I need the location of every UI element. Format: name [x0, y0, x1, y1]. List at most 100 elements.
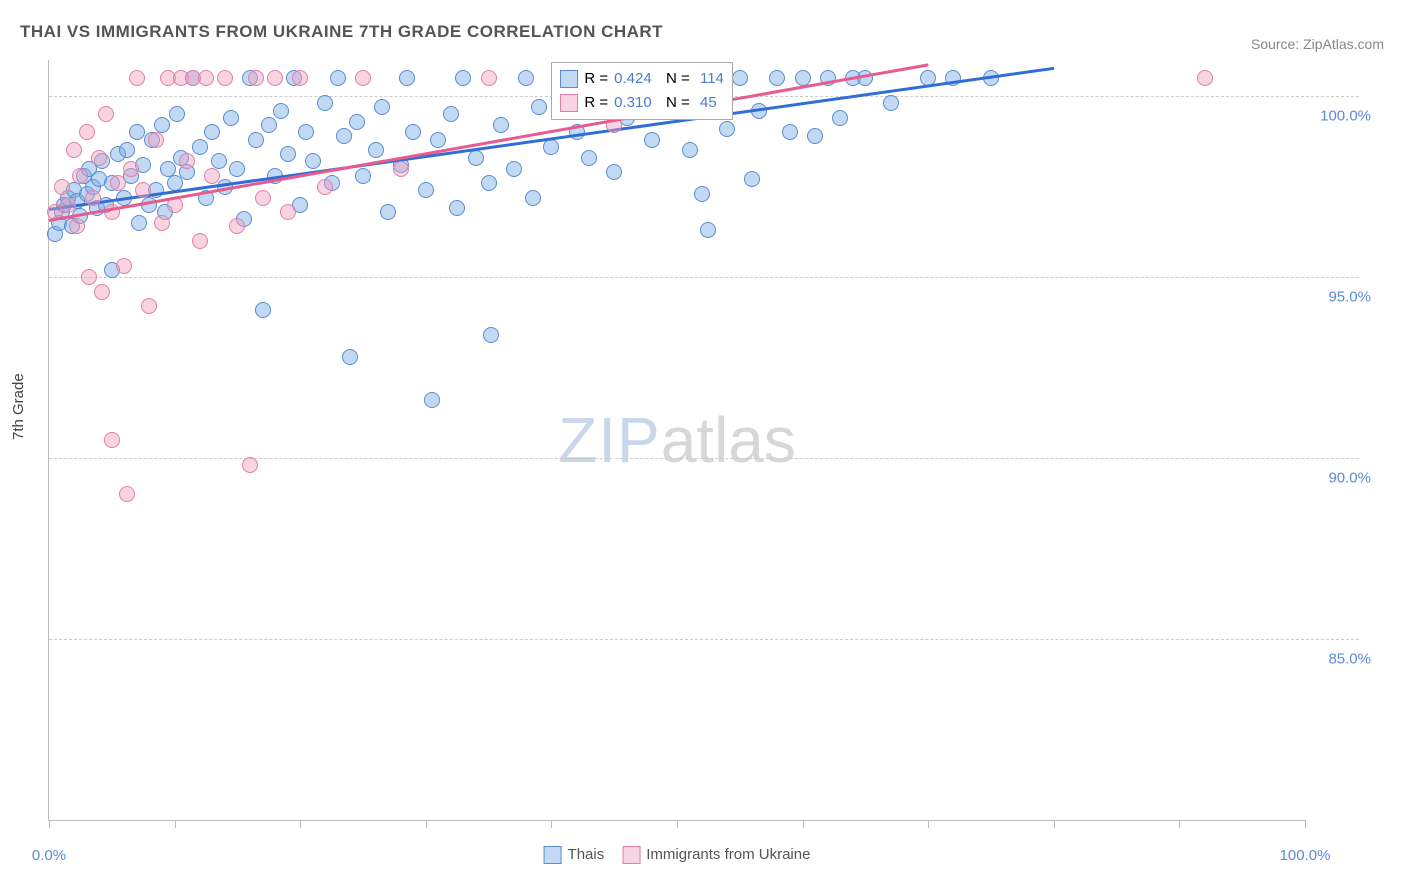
scatter-point — [169, 106, 185, 122]
x-tick-label: 0.0% — [32, 847, 66, 864]
y-tick-label: 100.0% — [1311, 108, 1371, 125]
scatter-point — [606, 164, 622, 180]
n-value: 114 — [696, 67, 724, 91]
series-legend: Thais Immigrants from Ukraine — [544, 846, 811, 864]
scatter-point — [449, 200, 465, 216]
scatter-point — [682, 142, 698, 158]
scatter-point — [1197, 70, 1213, 86]
scatter-point — [229, 218, 245, 234]
scatter-point — [769, 70, 785, 86]
stats-legend-row: R = 0.310 N = 45 — [560, 91, 724, 115]
scatter-point — [217, 70, 233, 86]
r-value: 0.424 — [614, 67, 652, 91]
x-tick — [426, 820, 427, 828]
legend-item: Thais — [544, 846, 605, 864]
scatter-point — [229, 161, 245, 177]
y-axis-label: 7th Grade — [10, 373, 27, 440]
scatter-point — [342, 349, 358, 365]
stats-legend-row: R = 0.424 N = 114 — [560, 67, 724, 91]
scatter-point — [330, 70, 346, 86]
scatter-point — [581, 150, 597, 166]
scatter-point — [104, 432, 120, 448]
scatter-point — [98, 106, 114, 122]
legend-item: Immigrants from Ukraine — [622, 846, 810, 864]
legend-swatch — [544, 846, 562, 864]
scatter-point — [374, 99, 390, 115]
scatter-point — [349, 114, 365, 130]
scatter-point — [732, 70, 748, 86]
legend-swatch — [622, 846, 640, 864]
scatter-point — [518, 70, 534, 86]
scatter-point — [317, 179, 333, 195]
scatter-point — [543, 139, 559, 155]
y-tick-label: 85.0% — [1311, 651, 1371, 668]
scatter-point — [273, 103, 289, 119]
scatter-point — [455, 70, 471, 86]
r-value: 0.310 — [614, 91, 652, 115]
y-tick-label: 95.0% — [1311, 289, 1371, 306]
chart-title: THAI VS IMMIGRANTS FROM UKRAINE 7TH GRAD… — [20, 22, 663, 42]
scatter-point — [883, 95, 899, 111]
x-tick — [803, 820, 804, 828]
scatter-point — [443, 106, 459, 122]
scatter-point — [305, 153, 321, 169]
scatter-point — [399, 70, 415, 86]
scatter-point — [119, 486, 135, 502]
r-label: R = — [584, 91, 608, 115]
scatter-point — [336, 128, 352, 144]
x-tick — [551, 820, 552, 828]
scatter-point — [481, 175, 497, 191]
scatter-point — [91, 150, 107, 166]
scatter-point — [148, 132, 164, 148]
scatter-point — [94, 284, 110, 300]
scatter-point — [223, 110, 239, 126]
scatter-point — [368, 142, 384, 158]
scatter-point — [129, 124, 145, 140]
stats-legend: R = 0.424 N = 114R = 0.310 N = 45 — [551, 62, 733, 120]
x-tick — [677, 820, 678, 828]
watermark-light: atlas — [661, 404, 796, 476]
n-label: N = — [658, 91, 690, 115]
r-label: R = — [584, 67, 608, 91]
scatter-point — [248, 132, 264, 148]
scatter-point — [179, 153, 195, 169]
scatter-point — [380, 204, 396, 220]
scatter-point — [418, 182, 434, 198]
y-tick-label: 90.0% — [1311, 470, 1371, 487]
legend-swatch — [560, 94, 578, 112]
scatter-point — [531, 99, 547, 115]
scatter-point — [405, 124, 421, 140]
legend-swatch — [560, 70, 578, 88]
x-tick — [1054, 820, 1055, 828]
scatter-point — [430, 132, 446, 148]
scatter-point — [481, 70, 497, 86]
scatter-point — [267, 70, 283, 86]
legend-label: Immigrants from Ukraine — [646, 846, 810, 863]
scatter-point — [116, 258, 132, 274]
scatter-point — [807, 128, 823, 144]
scatter-point — [744, 171, 760, 187]
scatter-point — [317, 95, 333, 111]
scatter-point — [719, 121, 735, 137]
scatter-point — [123, 161, 139, 177]
scatter-point — [255, 190, 271, 206]
scatter-point — [700, 222, 716, 238]
scatter-point — [54, 179, 70, 195]
scatter-point — [66, 142, 82, 158]
scatter-point — [198, 70, 214, 86]
n-value: 45 — [696, 91, 717, 115]
chart-plot-area: ZIPatlas 85.0%90.0%95.0%100.0%0.0%100.0%… — [48, 60, 1305, 821]
x-tick — [49, 820, 50, 828]
scatter-point — [119, 142, 135, 158]
legend-label: Thais — [568, 846, 605, 863]
scatter-point — [141, 298, 157, 314]
x-tick — [175, 820, 176, 828]
scatter-point — [694, 186, 710, 202]
scatter-point — [135, 182, 151, 198]
gridline-h — [49, 277, 1359, 278]
scatter-point — [255, 302, 271, 318]
scatter-point — [154, 215, 170, 231]
gridline-h — [49, 639, 1359, 640]
scatter-point — [280, 204, 296, 220]
scatter-point — [79, 124, 95, 140]
